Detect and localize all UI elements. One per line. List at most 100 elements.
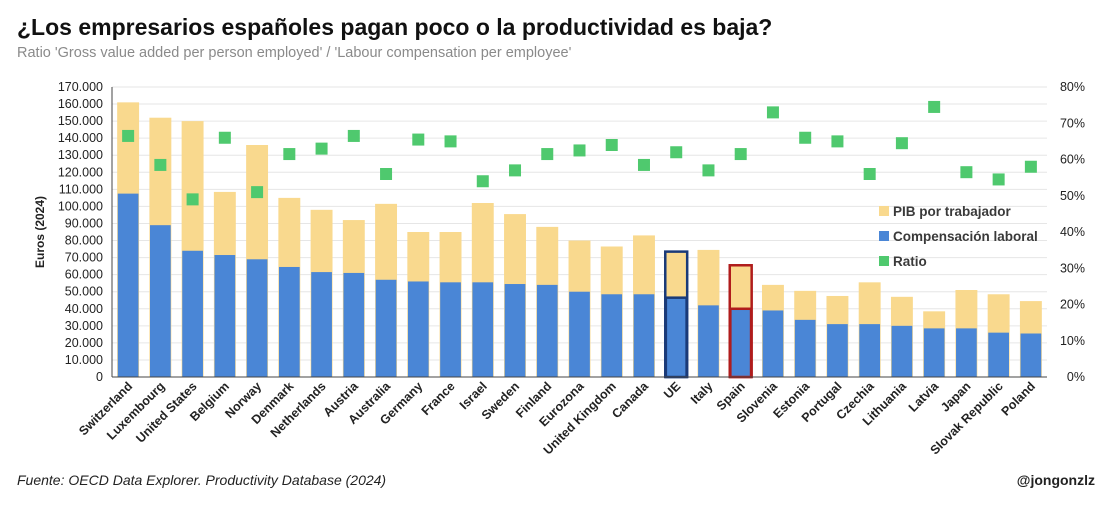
bar-comp <box>343 272 365 377</box>
y2-tick-label: 40% <box>1060 225 1085 239</box>
ratio-point <box>573 144 586 157</box>
y-tick-label: 50.000 <box>65 285 103 299</box>
bar-comp <box>311 272 332 377</box>
bar-comp <box>891 325 913 377</box>
bar-comp <box>923 328 945 377</box>
y2-tick-label: 80% <box>1060 80 1085 94</box>
ratio-point <box>992 173 1005 186</box>
bar-comp <box>827 324 848 377</box>
ratio-point <box>637 158 650 171</box>
bar-comp <box>1020 333 1042 377</box>
ratio-point <box>928 100 941 113</box>
legend-label-pib: PIB por trabajador <box>893 204 1012 219</box>
y2-tick-label: 20% <box>1060 298 1085 312</box>
ratio-point <box>218 131 231 144</box>
ratio-point <box>605 139 618 151</box>
ratio-point <box>412 133 425 146</box>
legend-swatch-ratio <box>879 256 889 266</box>
y-tick-label: 30.000 <box>65 319 103 333</box>
ratio-point <box>863 168 876 180</box>
ratio-point <box>186 193 199 206</box>
chart-title: ¿Los empresarios españoles pagan poco o … <box>17 14 773 40</box>
ratio-point <box>670 146 683 159</box>
ratio-point <box>476 175 489 188</box>
ratio-point <box>799 131 812 144</box>
bar-comp <box>150 225 171 377</box>
y-tick-label: 140.000 <box>58 131 103 145</box>
x-tick-label: Latvia <box>906 378 942 414</box>
bar-comp <box>729 307 753 379</box>
bar-comp <box>536 284 558 377</box>
x-tick-label: UE <box>661 379 683 401</box>
y2-tick-label: 50% <box>1060 189 1085 203</box>
y-tick-label: 130.000 <box>58 148 103 162</box>
x-tick-label: Canada <box>609 378 652 421</box>
bar-comp <box>762 310 784 377</box>
legend: PIB por trabajador Compensación laboral … <box>879 204 1038 269</box>
legend-swatch-pib <box>879 206 889 216</box>
bar-comp <box>794 319 816 377</box>
bar-comp <box>472 282 494 377</box>
y2-tick-label: 10% <box>1060 334 1085 348</box>
ratio-point <box>1024 160 1037 173</box>
legend-label-comp: Compensación laboral <box>893 229 1038 244</box>
y-tick-label: 60.000 <box>65 268 103 282</box>
y-tick-label: 150.000 <box>58 114 103 128</box>
y2-tick-label: 30% <box>1060 261 1085 275</box>
bar-comp <box>182 250 203 377</box>
y-tick-label: 110.000 <box>59 182 103 196</box>
ratio-point <box>347 129 360 142</box>
ratio-point <box>702 164 715 177</box>
ratio-point <box>960 166 973 179</box>
bar-comp <box>664 296 688 379</box>
bar-comp <box>278 266 300 377</box>
y-tick-label: 120.000 <box>58 165 103 179</box>
bar-comp <box>956 328 977 377</box>
y-tick-label: 100.000 <box>58 199 103 213</box>
ratio-point <box>831 135 844 148</box>
bar-comp <box>698 305 719 377</box>
bar-comp <box>504 284 526 377</box>
x-tick-label: Italy <box>688 379 716 407</box>
ratio-point <box>380 168 393 180</box>
ratio-point <box>283 148 296 161</box>
y-tick-label: 20.000 <box>65 336 103 350</box>
ratio-point <box>315 142 328 155</box>
bar-comp <box>440 282 461 377</box>
y-tick-label: 70.000 <box>65 251 103 265</box>
ratio-point <box>251 186 264 199</box>
y-tick-label: 40.000 <box>65 302 103 316</box>
chart-subtitle: Ratio 'Gross value added per person empl… <box>17 45 572 61</box>
bar-comp <box>246 259 268 377</box>
ratio-point <box>734 148 747 161</box>
bar-comp <box>407 281 429 377</box>
bar-comp <box>214 255 236 377</box>
ratio-point <box>541 148 554 161</box>
bar-comp <box>859 324 881 377</box>
ratio-point <box>444 135 457 148</box>
bar-comp <box>569 291 590 377</box>
ratio-point <box>509 164 522 177</box>
y-tick-label: 0 <box>96 370 103 384</box>
y2-tick-label: 60% <box>1060 153 1085 167</box>
legend-label-ratio: Ratio <box>893 254 927 269</box>
author-handle: @jongonzlz <box>1016 472 1095 488</box>
y-tick-label: 170.000 <box>58 80 103 94</box>
bar-comp <box>117 193 139 377</box>
y-tick-label: 90.000 <box>65 216 103 230</box>
y-axis-label: Euros (2024) <box>33 196 47 268</box>
y-tick-label: 10.000 <box>65 353 103 367</box>
ratio-point <box>895 137 908 150</box>
legend-swatch-comp <box>879 231 889 241</box>
ratio-point <box>766 106 779 119</box>
source-note: Fuente: OECD Data Explorer. Productivity… <box>17 472 387 488</box>
bar-comp <box>988 332 1009 377</box>
x-tick-label: Poland <box>999 379 1038 418</box>
bar-comp <box>633 294 655 377</box>
bar-comp <box>601 294 623 377</box>
x-tick-label: France <box>419 379 458 418</box>
y2-tick-label: 70% <box>1060 116 1085 130</box>
y2-tick-label: 0% <box>1067 370 1085 384</box>
ratio-point <box>154 158 167 171</box>
